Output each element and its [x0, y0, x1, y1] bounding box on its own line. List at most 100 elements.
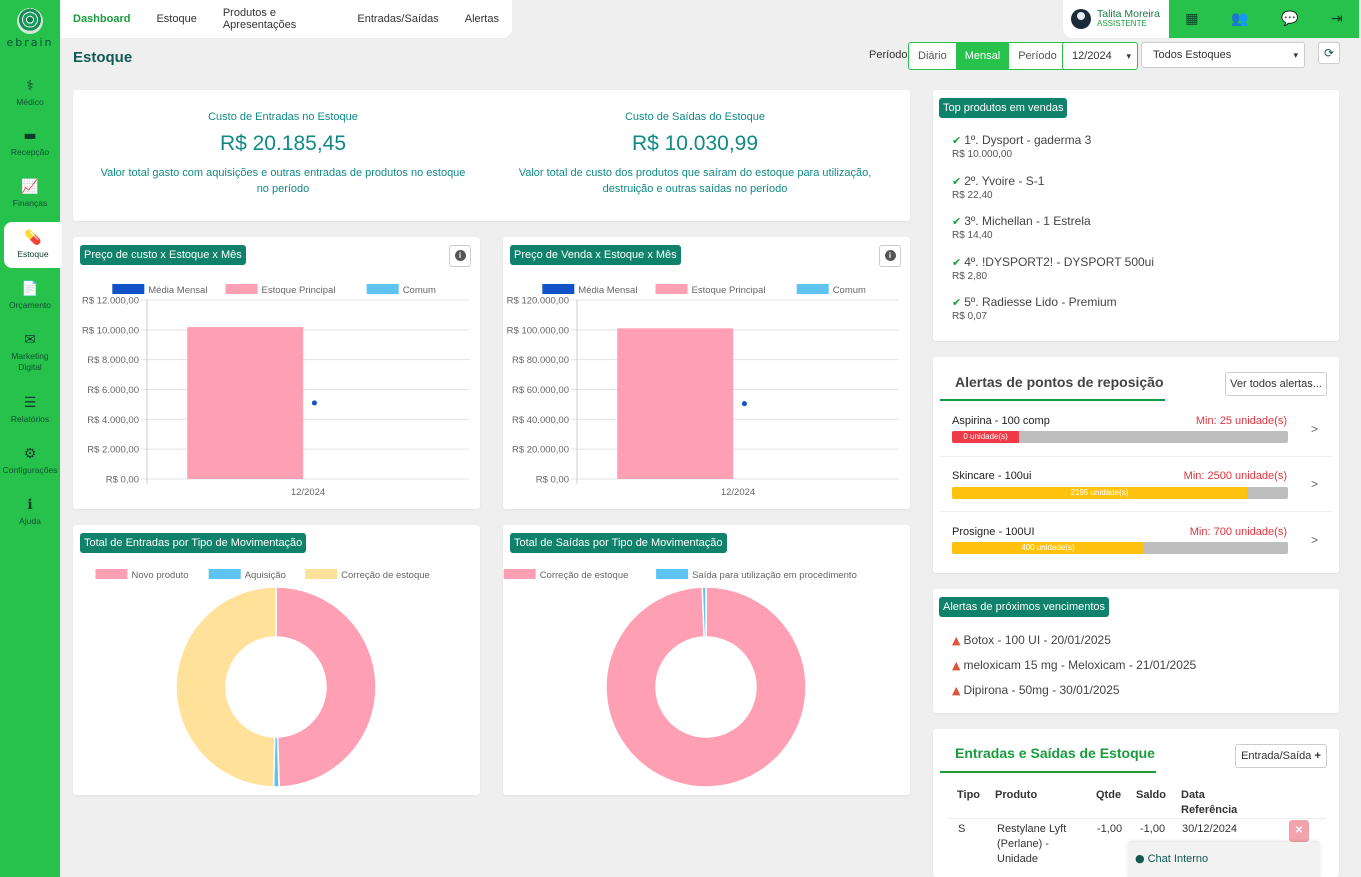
legend-label: Aquisição — [245, 570, 286, 581]
invoice-icon: 📄 — [21, 281, 39, 297]
entries-summary: Custo de Entradas no Estoque R$ 20.185,4… — [93, 111, 473, 197]
tab-produtos[interactable]: Produtos e Apresentações — [222, 7, 297, 31]
info-button[interactable]: i — [449, 245, 471, 267]
info-icon: i — [884, 250, 896, 261]
col-data-line-2: Referência — [1181, 804, 1238, 816]
top-product-item: ✔ 5º. Radiesse Lido - Premium R$ 0,07 — [952, 295, 1117, 322]
month-select[interactable]: 12/2024 ▾ — [1062, 42, 1138, 70]
product-value: R$ 14,40 — [952, 230, 993, 241]
chevron-right-icon[interactable]: > — [1311, 477, 1319, 491]
sofa-icon: ▬ — [23, 128, 37, 144]
y-tick-label: R$ 0,00 — [536, 475, 569, 486]
users-icon[interactable]: 👥 — [1231, 11, 1249, 27]
pills-icon: 💊 — [24, 230, 42, 246]
sidebar-item-relatorios[interactable]: ☰ Relatórios — [0, 395, 60, 425]
add-movement-button[interactable]: Entrada/Saída + — [1235, 744, 1327, 768]
row-data: 30/12/2024 — [1182, 823, 1238, 835]
donut-slice — [175, 586, 277, 788]
donut-slice — [605, 586, 807, 788]
tab-entradas-saidas[interactable]: Entradas/Saídas — [357, 13, 439, 25]
sidebar-item-configuracoes[interactable]: ⚙ Configurações — [0, 446, 60, 476]
info-button[interactable]: i — [879, 245, 901, 267]
sidebar-item-ajuda[interactable]: ℹ Ajuda — [0, 497, 60, 527]
col-data[interactable]: Data Referência — [1181, 788, 1237, 818]
y-tick-label: R$ 12.000,00 — [82, 296, 139, 307]
donut-slice — [275, 586, 377, 788]
expiry-item-text: Dipirona - 50mg - 30/01/2025 — [963, 683, 1120, 697]
period-mensal[interactable]: Mensal — [955, 43, 1010, 69]
top-navigation: Dashboard Estoque Produtos e Apresentaçõ… — [60, 0, 512, 38]
chevron-right-icon[interactable]: > — [1311, 422, 1319, 436]
stock-level-bar: 400 unidade(s) — [952, 542, 1288, 554]
legend-swatch — [208, 569, 241, 579]
cost-bar-chart: Média Mensal Estoque Principal Comum R$ 0,0… — [82, 284, 469, 498]
stock-select[interactable]: Todos Estoques ▾ — [1141, 42, 1305, 68]
view-all-alerts-button[interactable]: Ver todos alertas... — [1225, 372, 1327, 396]
sidebar-item-recepcao[interactable]: ▬ Recepção — [0, 128, 60, 158]
legend-swatch — [655, 284, 688, 294]
x-tick-label: 12/2024 — [721, 487, 755, 498]
reorder-alerts-underline — [940, 399, 1165, 401]
sidebar-item-estoque[interactable]: 💊 Estoque — [4, 222, 62, 268]
legend-label: Média Mensal — [148, 285, 207, 296]
plus-icon: + — [1314, 750, 1321, 762]
sidebar-item-label: Estoque — [17, 249, 49, 259]
col-saldo[interactable]: Saldo — [1136, 789, 1166, 801]
reorder-item-name: Skincare - 100ui — [952, 470, 1032, 482]
chat-bubble-icon: ● — [1135, 852, 1145, 865]
row-qtde: -1,00 — [1097, 823, 1123, 835]
sidebar-item-label: Médico — [16, 97, 44, 107]
chevron-right-icon[interactable]: > — [1311, 533, 1319, 547]
tab-alertas[interactable]: Alertas — [464, 13, 499, 25]
entries-type-title: Total de Entradas por Tipo de Movimentaç… — [80, 533, 307, 553]
product-name: 3º. Michellan - 1 Estrela — [964, 214, 1091, 228]
legend-label: Média Mensal — [578, 285, 637, 296]
expiry-alerts-card: Alertas de próximos vencimentos — [933, 589, 1339, 713]
sidebar-item-financas[interactable]: 📈 Finanças — [0, 179, 60, 209]
tab-dashboard[interactable]: Dashboard — [73, 13, 131, 25]
donut-slice — [701, 586, 707, 638]
legend-label: Novo produto — [132, 570, 189, 581]
tab-estoque[interactable]: Estoque — [156, 13, 197, 25]
row-produto-line-2: (Perlane) - — [997, 838, 1049, 850]
col-tipo[interactable]: Tipo — [957, 789, 981, 801]
col-qtde[interactable]: Qtde — [1096, 789, 1122, 801]
chat-icon[interactable]: 💬 — [1281, 11, 1299, 27]
exits-cost-desc: Valor total de custo dos produtos que sa… — [518, 167, 872, 195]
legend-swatch — [95, 569, 128, 579]
legend-swatch — [542, 284, 575, 294]
legend-swatch — [503, 569, 536, 579]
period-label: Período — [869, 49, 908, 61]
logout-icon[interactable]: ⇥ — [1330, 11, 1343, 27]
sidebar-item-label: Configurações — [2, 465, 58, 475]
month-select-value: 12/2024 — [1072, 50, 1112, 62]
y-tick-label: R$ 100.000,00 — [507, 325, 569, 336]
legend-label: Correção de estoque — [540, 570, 629, 581]
calendar-icon[interactable]: ▦ — [1185, 11, 1199, 27]
sidebar-item-orcamento[interactable]: 📄 Orçamento — [0, 281, 60, 311]
period-diario[interactable]: Diário — [918, 50, 947, 62]
check-icon: ✔ — [952, 256, 962, 269]
sidebar-item-marketing[interactable]: ✉ Marketing Digital — [0, 332, 60, 373]
col-data-line-1: Data — [1181, 789, 1205, 801]
sidebar-item-medico[interactable]: ⚕ Médico — [0, 78, 60, 108]
check-icon: ✔ — [952, 296, 962, 309]
gear-icon: ⚙ — [23, 446, 37, 462]
col-produto[interactable]: Produto — [995, 789, 1038, 801]
brand-logo[interactable]: ebrain — [0, 8, 60, 49]
exits-cost-title: Custo de Saídas do Estoque — [624, 111, 766, 123]
chat-widget[interactable]: ● Chat Interno — [1128, 842, 1320, 877]
y-tick-label: R$ 2.000,00 — [87, 445, 139, 456]
period-periodo[interactable]: Período — [1018, 50, 1057, 62]
user-menu[interactable]: Talita Moreira ASSISTENTE — [1063, 0, 1169, 38]
legend-label: Comum — [833, 285, 866, 296]
y-tick-label: R$ 120.000,00 — [507, 296, 569, 307]
sale-chart-card: Preço de Venda x Estoque x Mês i Média M… — [503, 237, 910, 509]
refresh-button[interactable]: ⟳ — [1318, 42, 1340, 64]
delete-row-button[interactable]: ✕ — [1289, 820, 1309, 842]
stock-level-bar: 0 unidade(s) — [952, 431, 1288, 443]
top-product-item: ✔ 4º. !DYSPORT2! - DYSPORT 500ui R$ 2,80 — [952, 255, 1154, 282]
y-tick-label: R$ 8.000,00 — [87, 355, 139, 366]
envelope-icon: ✉ — [24, 332, 36, 348]
exits-type-title: Total de Saídas por Tipo de Movimentação — [510, 533, 727, 553]
